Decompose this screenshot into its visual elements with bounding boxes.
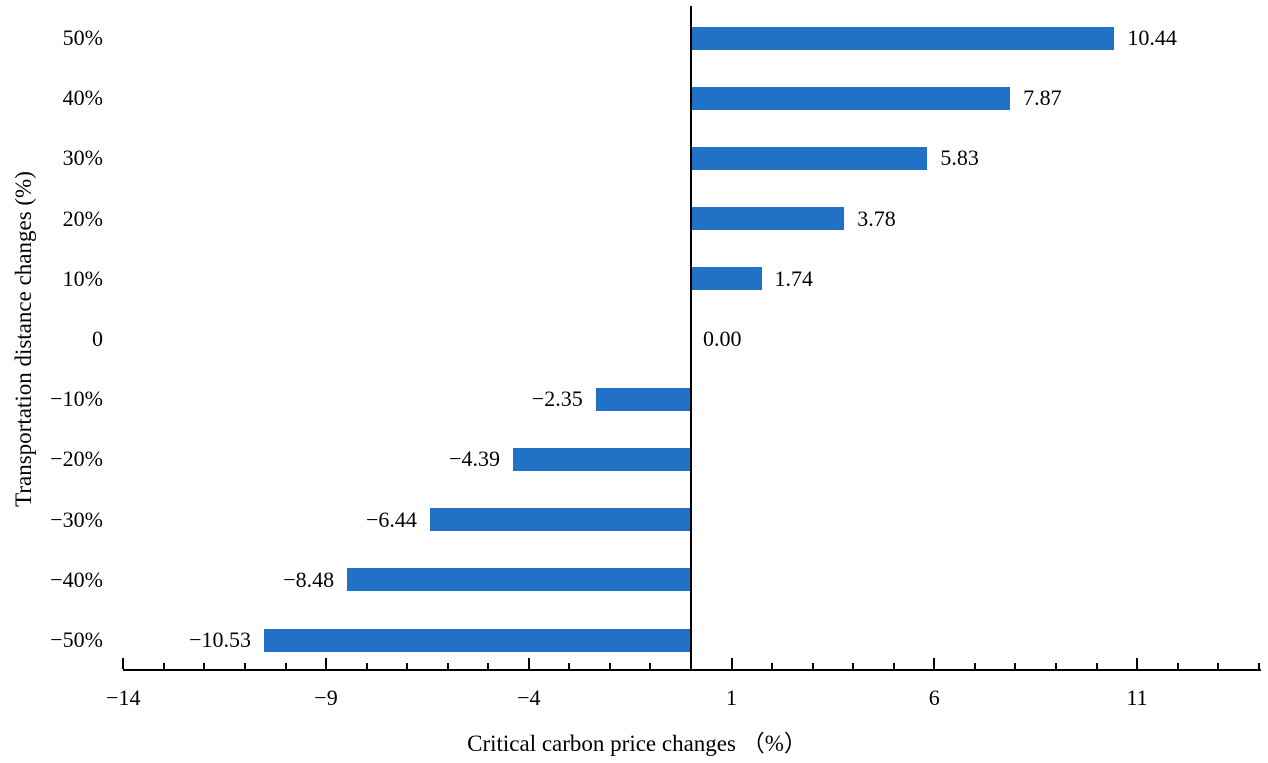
y-category-label: 10% — [62, 265, 103, 291]
data-bar — [429, 508, 691, 532]
bar-value-label: 0.00 — [703, 326, 742, 351]
x-major-tick — [122, 658, 125, 669]
x-minor-tick — [852, 663, 855, 669]
x-major-tick — [933, 658, 936, 669]
y-category-label: 0 — [92, 326, 103, 351]
data-bar — [691, 207, 845, 231]
x-minor-tick — [892, 663, 895, 669]
data-bar — [691, 146, 928, 170]
x-major-tick — [730, 658, 733, 669]
x-minor-tick — [284, 663, 287, 669]
x-minor-tick — [162, 663, 165, 669]
x-tick-label: 6 — [928, 685, 940, 710]
x-minor-tick — [608, 663, 611, 669]
zero-axis-line — [690, 6, 692, 671]
bar-value-label: 5.83 — [940, 145, 979, 171]
y-category-label: 40% — [62, 85, 103, 111]
x-tick-label: −14 — [106, 685, 141, 710]
x-axis-title: Critical carbon price changes （%） — [467, 731, 807, 756]
x-minor-tick — [243, 663, 246, 669]
data-bar — [691, 26, 1115, 50]
x-tick-label: −4 — [517, 685, 541, 710]
x-minor-tick — [771, 663, 774, 669]
y-category-label: −50% — [50, 627, 103, 652]
x-minor-tick — [1014, 663, 1017, 669]
x-minor-tick — [1054, 663, 1057, 669]
x-major-tick — [1136, 658, 1139, 669]
data-bar — [512, 447, 691, 471]
y-category-label: 50% — [62, 25, 103, 50]
data-bar — [264, 628, 691, 652]
x-minor-tick — [1095, 663, 1098, 669]
x-minor-tick — [649, 663, 652, 669]
bar-value-label: −2.35 — [531, 386, 583, 412]
x-minor-tick — [365, 663, 368, 669]
bar-value-label: 3.78 — [857, 205, 896, 231]
data-bar — [691, 86, 1011, 110]
y-category-label: −30% — [50, 506, 103, 532]
data-bar — [691, 267, 762, 291]
x-minor-tick — [690, 663, 692, 669]
bar-value-label: 7.87 — [1023, 85, 1062, 111]
x-minor-tick — [446, 663, 449, 669]
y-category-label: −20% — [50, 446, 103, 472]
data-bar — [347, 568, 691, 592]
bar-value-label: −8.48 — [283, 566, 335, 592]
x-tick-label: 1 — [726, 685, 738, 710]
x-minor-tick — [568, 663, 571, 669]
y-category-label: 20% — [62, 205, 103, 231]
bar-value-label: −6.44 — [365, 506, 417, 532]
y-category-label: −40% — [50, 566, 103, 592]
x-major-tick — [527, 658, 530, 669]
bar-value-label: −4.39 — [449, 446, 500, 472]
x-minor-tick — [406, 663, 409, 669]
bar-value-label: −10.53 — [189, 627, 252, 652]
bar-value-label: 10.44 — [1127, 25, 1177, 50]
bar-value-label: 1.74 — [774, 265, 814, 291]
x-minor-tick — [811, 663, 814, 669]
x-minor-tick — [203, 663, 206, 669]
x-minor-tick — [1257, 663, 1260, 669]
x-minor-tick — [1217, 663, 1220, 669]
y-category-label: −10% — [50, 386, 103, 412]
x-minor-tick — [1176, 663, 1179, 669]
x-tick-label: −9 — [314, 685, 338, 710]
data-bar — [595, 387, 691, 411]
x-tick-label: 11 — [1126, 685, 1148, 710]
y-category-label: 30% — [62, 145, 103, 171]
x-minor-tick — [973, 663, 976, 669]
x-major-tick — [325, 658, 328, 669]
x-minor-tick — [487, 663, 490, 669]
